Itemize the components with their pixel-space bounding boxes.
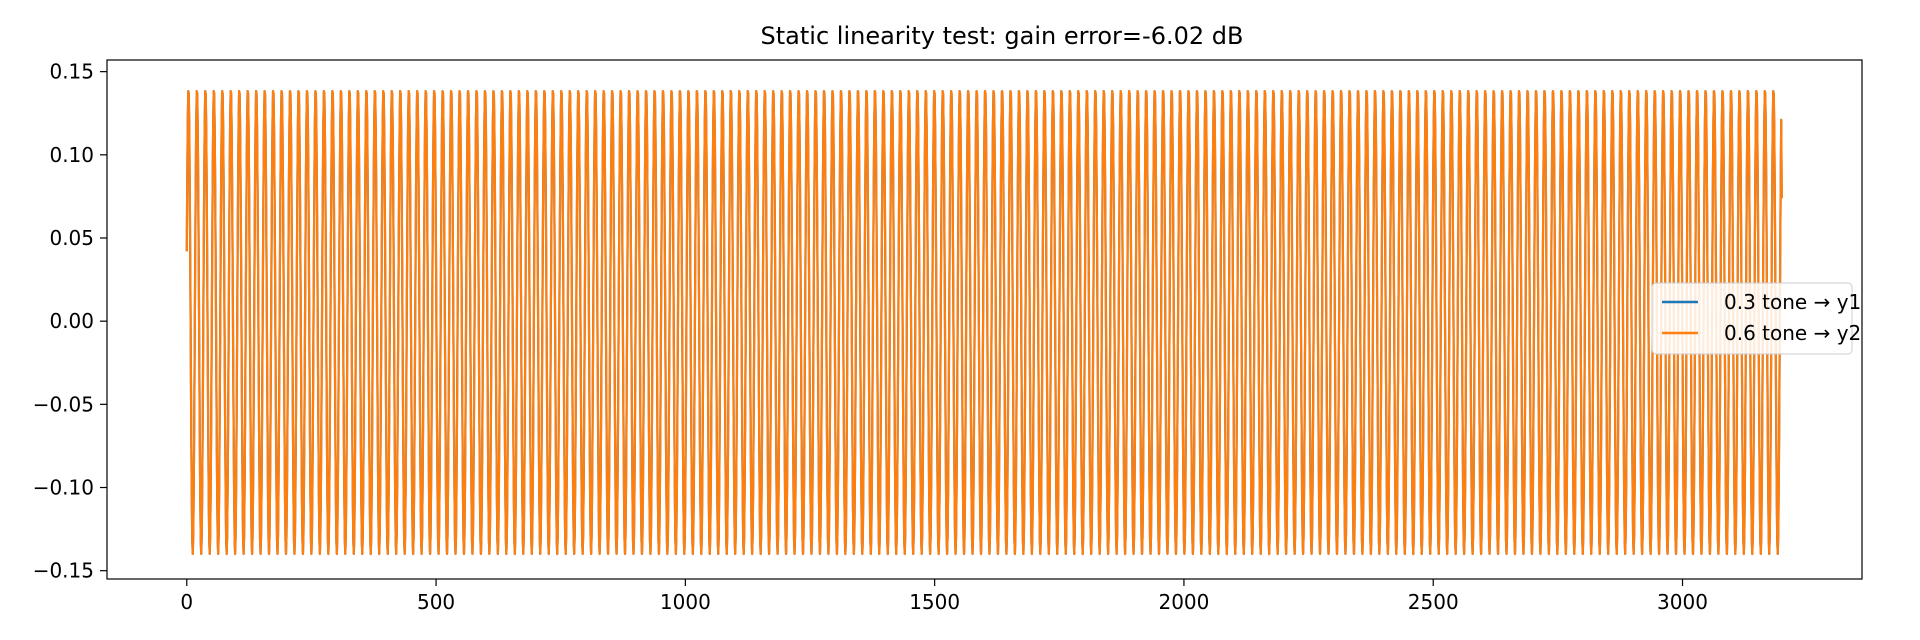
x-tick-label: 2500 — [1408, 590, 1459, 614]
plot-area — [106, 59, 1863, 580]
legend-label-y2: 0.6 tone → y2 — [1724, 321, 1861, 345]
y-tick-label: −0.05 — [33, 392, 94, 416]
x-tick-label: 1000 — [660, 590, 711, 614]
chart-title: Static linearity test: gain error=-6.02 … — [761, 22, 1244, 50]
y-axis: −0.15 −0.10 −0.05 0.00 0.05 0.10 0.15 — [33, 60, 107, 583]
y-tick-label: −0.10 — [33, 476, 94, 500]
x-tick-label: 2000 — [1158, 590, 1209, 614]
x-tick-label: 1500 — [909, 590, 960, 614]
x-tick-label: 3000 — [1657, 590, 1708, 614]
plot-border — [106, 59, 1863, 580]
x-tick-label: 500 — [417, 590, 455, 614]
legend: 0.3 tone → y1 0.6 tone → y2 — [1651, 282, 1861, 355]
x-tick-label: 0 — [180, 590, 193, 614]
y-tick-label: 0.00 — [49, 309, 94, 333]
x-axis: 0 500 1000 1500 2000 2500 3000 — [180, 579, 1708, 614]
y-tick-label: −0.15 — [33, 559, 94, 583]
series-line-y2 — [185, 90, 1783, 556]
y-tick-label: 0.05 — [49, 226, 94, 250]
y-tick-label: 0.15 — [49, 60, 94, 84]
legend-box — [1651, 282, 1853, 355]
y-tick-label: 0.10 — [49, 143, 94, 167]
series-group — [185, 90, 1783, 556]
legend-label-y1: 0.3 tone → y1 — [1724, 290, 1861, 314]
